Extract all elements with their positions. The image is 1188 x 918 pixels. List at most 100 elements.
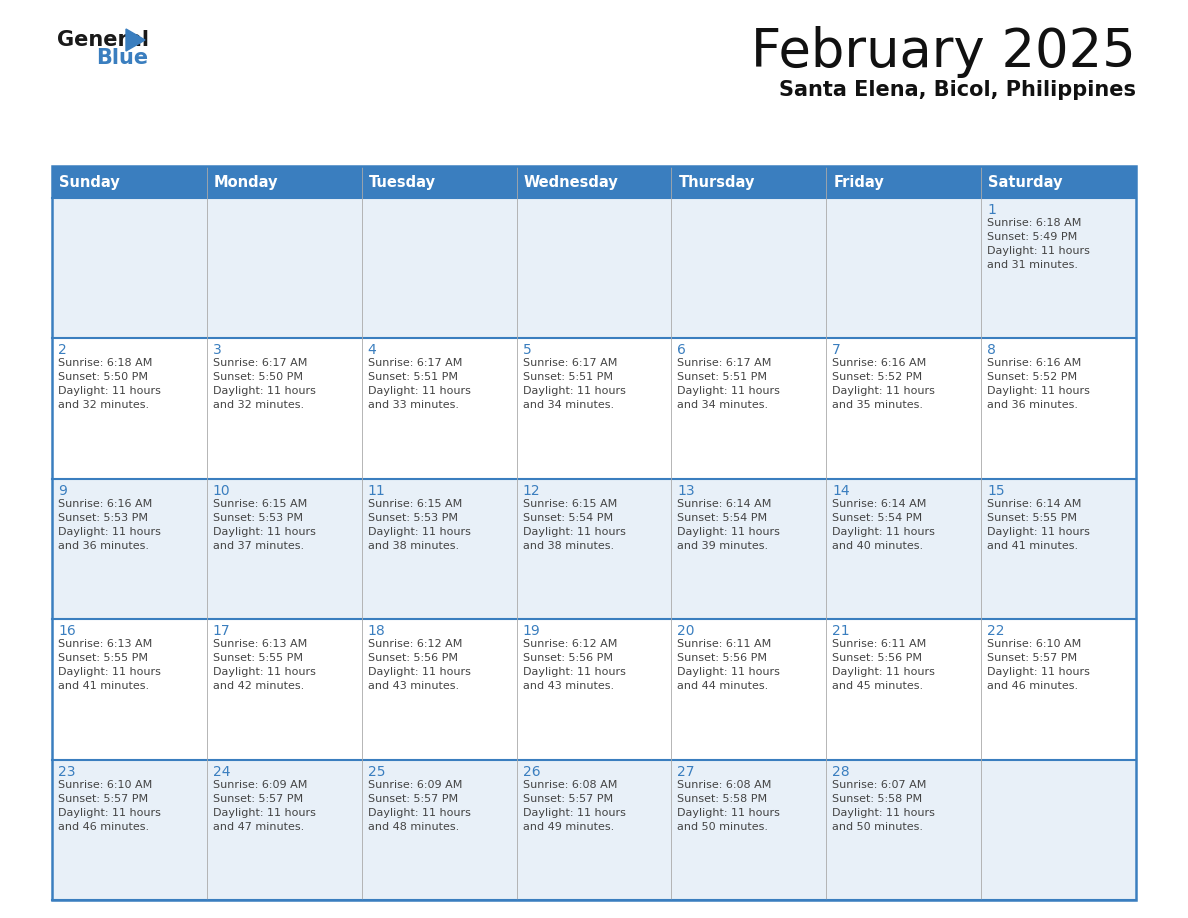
Text: Sunrise: 6:15 AM: Sunrise: 6:15 AM [368, 498, 462, 509]
Text: Daylight: 11 hours: Daylight: 11 hours [368, 808, 470, 818]
Text: and 44 minutes.: and 44 minutes. [677, 681, 769, 691]
Text: Sunset: 5:54 PM: Sunset: 5:54 PM [677, 513, 767, 522]
Text: 12: 12 [523, 484, 541, 498]
Text: Daylight: 11 hours: Daylight: 11 hours [833, 386, 935, 397]
Text: Daylight: 11 hours: Daylight: 11 hours [523, 386, 625, 397]
Text: Sunset: 5:53 PM: Sunset: 5:53 PM [368, 513, 457, 522]
Text: Sunrise: 6:08 AM: Sunrise: 6:08 AM [523, 779, 617, 789]
Text: Sunset: 5:57 PM: Sunset: 5:57 PM [213, 793, 303, 803]
Text: Sunset: 5:58 PM: Sunset: 5:58 PM [677, 793, 767, 803]
Text: and 36 minutes.: and 36 minutes. [987, 400, 1079, 410]
Text: Thursday: Thursday [678, 174, 754, 189]
Text: Daylight: 11 hours: Daylight: 11 hours [213, 386, 316, 397]
Bar [671, 339, 827, 479]
Text: Daylight: 11 hours: Daylight: 11 hours [58, 808, 160, 818]
Bar [52, 198, 207, 339]
Text: Daylight: 11 hours: Daylight: 11 hours [987, 527, 1091, 537]
Bar [671, 620, 827, 759]
Bar [517, 198, 671, 339]
Text: 22: 22 [987, 624, 1005, 638]
Text: 17: 17 [213, 624, 230, 638]
Bar [207, 620, 361, 759]
Text: Tuesday: Tuesday [368, 174, 436, 189]
Text: and 49 minutes.: and 49 minutes. [523, 822, 614, 832]
Text: and 46 minutes.: and 46 minutes. [58, 822, 150, 832]
Text: and 37 minutes.: and 37 minutes. [213, 541, 304, 551]
Text: Sunset: 5:52 PM: Sunset: 5:52 PM [833, 373, 922, 383]
Text: 4: 4 [368, 343, 377, 357]
Bar [52, 166, 1136, 900]
Text: and 41 minutes.: and 41 minutes. [987, 541, 1079, 551]
Text: Sunset: 5:57 PM: Sunset: 5:57 PM [58, 793, 148, 803]
Text: Daylight: 11 hours: Daylight: 11 hours [58, 527, 160, 537]
Text: Daylight: 11 hours: Daylight: 11 hours [523, 808, 625, 818]
Text: Daylight: 11 hours: Daylight: 11 hours [58, 667, 160, 677]
Bar [52, 339, 207, 479]
Text: Sunrise: 6:09 AM: Sunrise: 6:09 AM [368, 779, 462, 789]
Text: Daylight: 11 hours: Daylight: 11 hours [677, 527, 781, 537]
Text: and 42 minutes.: and 42 minutes. [213, 681, 304, 691]
Text: Daylight: 11 hours: Daylight: 11 hours [523, 527, 625, 537]
Text: 5: 5 [523, 343, 531, 357]
Text: 14: 14 [833, 484, 849, 498]
Bar [52, 479, 207, 620]
Text: and 46 minutes.: and 46 minutes. [987, 681, 1079, 691]
Text: Wednesday: Wednesday [524, 174, 618, 189]
Text: Sunrise: 6:17 AM: Sunrise: 6:17 AM [368, 358, 462, 368]
Text: 25: 25 [368, 765, 385, 778]
Text: Sunset: 5:55 PM: Sunset: 5:55 PM [987, 513, 1078, 522]
Text: and 50 minutes.: and 50 minutes. [833, 822, 923, 832]
Bar [52, 759, 207, 900]
Text: 26: 26 [523, 765, 541, 778]
Text: 16: 16 [58, 624, 76, 638]
Text: Daylight: 11 hours: Daylight: 11 hours [677, 386, 781, 397]
Bar [207, 339, 361, 479]
Polygon shape [126, 29, 145, 51]
Text: Sunrise: 6:15 AM: Sunrise: 6:15 AM [213, 498, 308, 509]
Bar [827, 479, 981, 620]
Text: Sunrise: 6:13 AM: Sunrise: 6:13 AM [58, 639, 152, 649]
Text: Sunset: 5:53 PM: Sunset: 5:53 PM [213, 513, 303, 522]
Text: and 33 minutes.: and 33 minutes. [368, 400, 459, 410]
Bar [361, 759, 517, 900]
Text: Sunrise: 6:12 AM: Sunrise: 6:12 AM [368, 639, 462, 649]
Text: 8: 8 [987, 343, 996, 357]
Text: Sunset: 5:54 PM: Sunset: 5:54 PM [833, 513, 922, 522]
Bar [361, 198, 517, 339]
Text: 20: 20 [677, 624, 695, 638]
Text: Sunset: 5:58 PM: Sunset: 5:58 PM [833, 793, 922, 803]
Text: Sunrise: 6:15 AM: Sunrise: 6:15 AM [523, 498, 617, 509]
Text: 10: 10 [213, 484, 230, 498]
Bar [827, 620, 981, 759]
Text: and 40 minutes.: and 40 minutes. [833, 541, 923, 551]
Text: and 45 minutes.: and 45 minutes. [833, 681, 923, 691]
Bar [207, 198, 361, 339]
Bar [981, 479, 1136, 620]
Text: Sunrise: 6:17 AM: Sunrise: 6:17 AM [213, 358, 308, 368]
Text: Sunset: 5:57 PM: Sunset: 5:57 PM [987, 654, 1078, 663]
Text: Blue: Blue [96, 48, 148, 68]
Text: Sunset: 5:52 PM: Sunset: 5:52 PM [987, 373, 1078, 383]
Bar [981, 339, 1136, 479]
Text: Sunrise: 6:13 AM: Sunrise: 6:13 AM [213, 639, 308, 649]
Bar [207, 479, 361, 620]
Text: Sunrise: 6:14 AM: Sunrise: 6:14 AM [677, 498, 772, 509]
Text: and 48 minutes.: and 48 minutes. [368, 822, 459, 832]
Text: Sunrise: 6:16 AM: Sunrise: 6:16 AM [58, 498, 152, 509]
Text: 27: 27 [677, 765, 695, 778]
Text: Sunset: 5:51 PM: Sunset: 5:51 PM [677, 373, 767, 383]
Text: Daylight: 11 hours: Daylight: 11 hours [833, 527, 935, 537]
Text: and 36 minutes.: and 36 minutes. [58, 541, 148, 551]
Text: Daylight: 11 hours: Daylight: 11 hours [987, 386, 1091, 397]
Text: 28: 28 [833, 765, 849, 778]
Text: and 38 minutes.: and 38 minutes. [523, 541, 614, 551]
Text: and 38 minutes.: and 38 minutes. [368, 541, 459, 551]
Text: Sunrise: 6:16 AM: Sunrise: 6:16 AM [987, 358, 1081, 368]
Text: Sunrise: 6:17 AM: Sunrise: 6:17 AM [523, 358, 617, 368]
Bar [361, 339, 517, 479]
Bar [517, 759, 671, 900]
Bar [517, 479, 671, 620]
Text: 23: 23 [58, 765, 76, 778]
Text: Daylight: 11 hours: Daylight: 11 hours [368, 386, 470, 397]
Text: Sunset: 5:56 PM: Sunset: 5:56 PM [523, 654, 613, 663]
